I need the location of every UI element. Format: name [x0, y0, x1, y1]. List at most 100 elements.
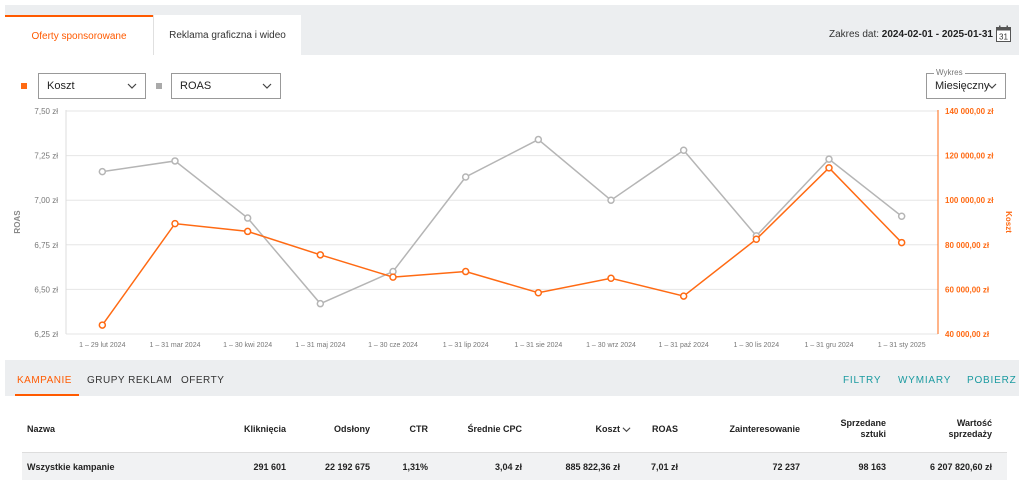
right-axis-ticks: 40 000,00 zł 60 000,00 zł 80 000,00 zł 100 …: [945, 107, 994, 339]
col-header-value-line1: Wartość: [956, 418, 992, 428]
data-point-roas: [243, 214, 252, 222]
calendar-icon[interactable]: 31: [996, 25, 1011, 42]
metric2-select[interactable]: ROAS: [171, 73, 281, 99]
series-line-roas: [102, 138, 903, 305]
data-point-koszt: [243, 227, 252, 236]
col-header-cost[interactable]: Koszt: [562, 424, 621, 435]
data-point-koszt: [897, 238, 906, 247]
col-header-value-line2: sprzedaży: [948, 429, 992, 439]
tab-ad-groups[interactable]: GRUPY REKLAM: [87, 375, 173, 386]
metric1-value: Koszt: [47, 80, 75, 92]
chart-grid: [66, 110, 938, 335]
chart-type-label: Wykres: [934, 68, 965, 77]
x-tick-label: 1 – 31 paź 2024: [659, 342, 709, 349]
y-axis-right-label: Koszt: [1004, 211, 1013, 233]
filters-button[interactable]: FILTRY: [843, 375, 882, 386]
data-point-koszt: [825, 164, 833, 172]
data-point-koszt: [607, 274, 615, 282]
y-tick-left: 6,50 zł: [34, 285, 58, 294]
tab-campaigns[interactable]: KAMPANIE: [17, 375, 72, 386]
chevron-down-icon: [987, 83, 997, 89]
col-header-cost-label: Koszt: [595, 424, 621, 434]
data-point-koszt: [679, 292, 688, 300]
chart-type-value: Miesięczny: [935, 80, 990, 92]
x-tick-label: 1 – 30 wrz 2024: [586, 342, 636, 349]
data-point-koszt: [461, 267, 470, 276]
data-point-roas: [98, 167, 107, 176]
x-tick-label: 1 – 31 sty 2025: [878, 342, 926, 349]
line-chart: 6,25 zł 6,50 zł 6,75 zł 7,00 zł 7,25 zł 7,50 …: [13, 107, 1013, 349]
table-row-total[interactable]: Wszystkie kampanie 291 601 22 192 675 1,…: [22, 452, 1007, 480]
y-tick-right: 140 000,00 zł: [945, 107, 994, 116]
cell-value: 6 207 820,60 zł: [929, 462, 992, 472]
y-tick-right: 40 000,00 zł: [945, 330, 990, 339]
col-header-clicks[interactable]: Kliknięcia: [243, 424, 286, 434]
col-header-value[interactable]: Wartość sprzedaży: [922, 418, 992, 440]
chevron-down-icon: [127, 83, 137, 89]
col-header-roas[interactable]: ROAS: [651, 424, 678, 434]
cell-cpc: 3,04 zł: [494, 462, 522, 472]
y-tick-right: 120 000,00 zł: [945, 152, 994, 161]
date-range: Zakres dat: 2024-02-01 - 2025-01-31: [829, 29, 993, 40]
data-point-roas: [607, 196, 615, 204]
data-point-koszt: [316, 251, 325, 259]
cell-cost: 885 822,36 zł: [565, 462, 620, 472]
data-point-koszt: [752, 235, 761, 243]
y-tick-right: 60 000,00 zł: [945, 285, 990, 294]
roas-legend-marker: [156, 83, 162, 89]
data-point-roas: [461, 173, 470, 181]
chart-type-select[interactable]: Miesięczny: [926, 73, 1006, 99]
y-axis-left-label: ROAS: [13, 210, 22, 234]
metric2-value: ROAS: [180, 80, 212, 92]
data-point-roas: [897, 212, 906, 221]
download-button[interactable]: POBIERZ: [967, 375, 1017, 386]
tab-display-video-ads[interactable]: Reklama graficzna i wideo: [153, 15, 301, 55]
data-point-roas: [825, 155, 833, 163]
col-header-sold-line2: sztuki: [860, 429, 886, 439]
col-header-sold[interactable]: Sprzedane sztuki: [822, 418, 886, 440]
data-point-roas: [171, 157, 179, 165]
sort-desc-icon[interactable]: [622, 425, 631, 434]
cell-sold: 98 163: [858, 462, 886, 472]
y-tick-right: 80 000,00 zł: [945, 241, 990, 250]
x-tick-label: 1 – 30 kwi 2024: [223, 342, 272, 349]
data-point-koszt: [171, 219, 179, 228]
x-tick-label: 1 – 31 maj 2024: [295, 342, 345, 349]
data-point-koszt: [98, 321, 107, 329]
cell-name: Wszystkie kampanie: [27, 462, 115, 472]
col-header-ctr[interactable]: CTR: [409, 424, 429, 434]
cell-interest: 72 237: [772, 462, 800, 472]
x-tick-label: 1 – 31 gru 2024: [804, 342, 853, 349]
cell-roas: 7,01 zł: [650, 462, 678, 472]
tab-sponsored-offers[interactable]: Oferty sponsorowane: [5, 15, 153, 55]
col-header-interest[interactable]: Zainteresowanie: [729, 424, 800, 434]
cell-views: 22 192 675: [324, 462, 370, 472]
x-tick-label: 1 – 31 mar 2024: [150, 342, 201, 349]
y-tick-left: 7,00 zł: [34, 196, 58, 205]
y-tick-left: 6,75 zł: [34, 241, 58, 250]
cost-legend-marker: [21, 83, 27, 89]
y-tick-left: 7,25 zł: [34, 152, 58, 161]
active-tab-underline: [15, 394, 79, 396]
top-bar: Oferty sponsorowane Reklama graficzna i …: [5, 5, 1019, 55]
x-tick-label: 1 – 31 lip 2024: [443, 342, 489, 349]
col-header-name[interactable]: Nazwa: [27, 424, 56, 434]
date-range-value: 2024-02-01 - 2025-01-31: [881, 29, 993, 40]
tab-offers[interactable]: OFERTY: [181, 375, 225, 386]
x-tick-label: 1 – 29 lut 2024: [79, 342, 125, 349]
data-point-roas: [679, 146, 688, 154]
y-tick-left: 7,50 zł: [34, 107, 58, 116]
data-point-koszt: [389, 273, 397, 281]
col-header-views[interactable]: Odsłony: [333, 424, 370, 434]
x-tick-label: 1 – 31 sie 2024: [514, 342, 562, 349]
calendar-day: 31: [999, 33, 1008, 42]
series-line-koszt: [101, 166, 903, 326]
x-axis-ticks: 1 – 29 lut 2024 1 – 31 mar 2024 1 – 30 kwi…: [79, 342, 926, 349]
metric1-select[interactable]: Koszt: [38, 73, 146, 99]
col-header-cpc[interactable]: Średnie CPC: [467, 424, 522, 434]
y-tick-right: 100 000,00 zł: [945, 196, 994, 205]
cell-clicks: 291 601: [253, 462, 286, 472]
dimensions-button[interactable]: WYMIARY: [898, 375, 952, 386]
left-axis-ticks: 6,25 zł 6,50 zł 6,75 zł 7,00 zł 7,25 zł 7,50 …: [34, 107, 58, 339]
chevron-down-icon: [262, 83, 272, 89]
